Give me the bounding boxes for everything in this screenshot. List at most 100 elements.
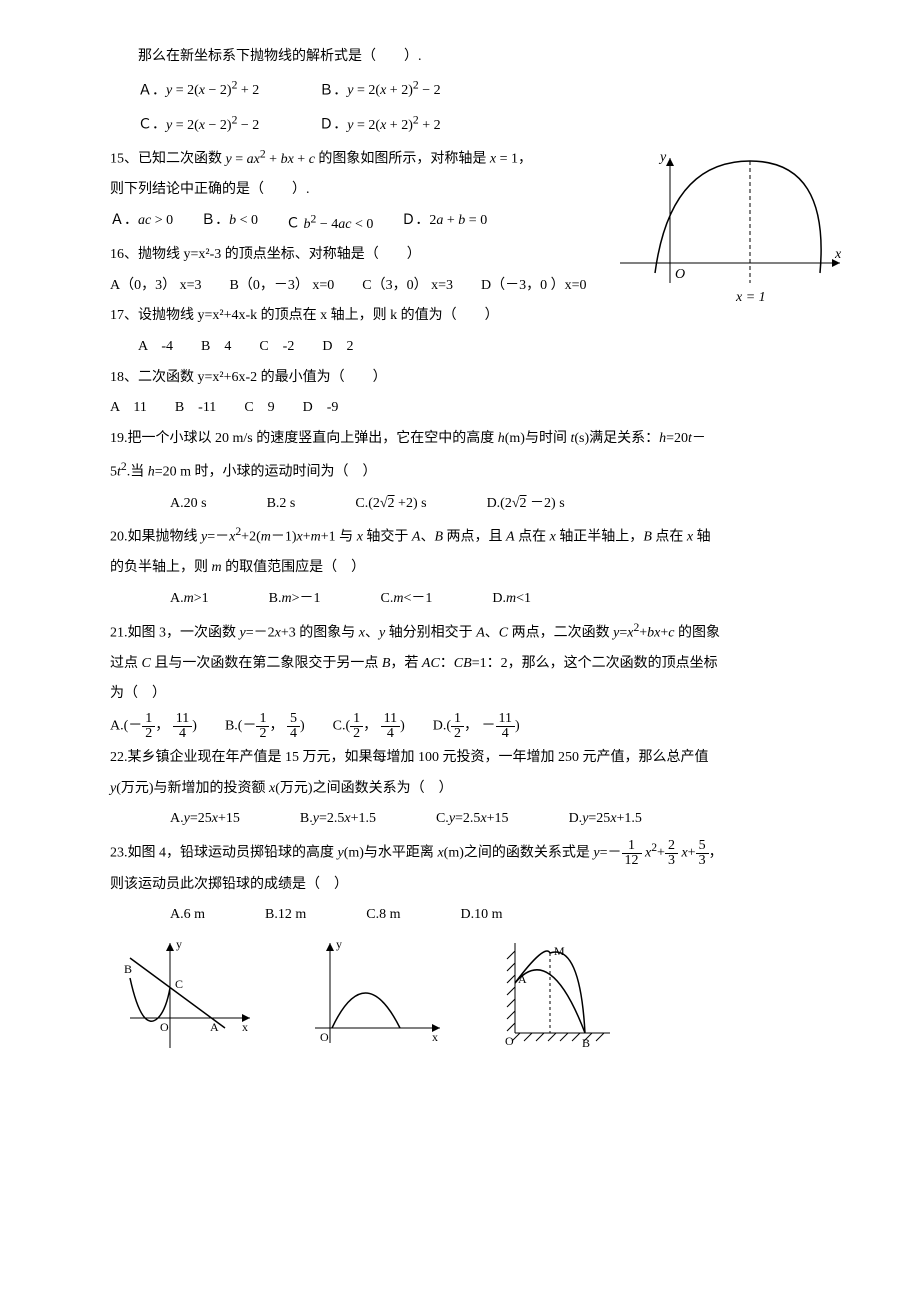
t: =2.5 [455, 811, 480, 826]
f1-a: A [210, 1020, 219, 1034]
t: C.(2 [355, 496, 380, 511]
t: B. [269, 591, 282, 606]
q19-l2: 5t2.当 h=20 m 时，小球的运动时间为（ ） [110, 456, 830, 486]
q18-d: D -9 [303, 395, 339, 422]
q16-b: B（0，－3） x=0 [230, 273, 335, 300]
q15-d: Ｄ． [401, 213, 429, 228]
label-d: Ｄ． [319, 118, 347, 133]
q22-d: D.y=25x+1.5 [569, 806, 642, 833]
t: (s)满足关系： [574, 431, 659, 446]
q15-suffix: ， [518, 152, 532, 167]
f2-y: y [336, 937, 342, 951]
q14-opt-d: Ｄ．y = 2(x + 2)2 + 2 [319, 109, 440, 139]
t: ： [440, 656, 454, 671]
t: ) [300, 719, 305, 734]
q20-c: C.m<－1 [381, 586, 433, 613]
f1-y: y [176, 937, 182, 951]
q19-d: D.(2√2 －2) s [487, 491, 565, 518]
t: B.( [225, 719, 243, 734]
q20-d: D.m<1 [492, 586, 531, 613]
t: C. [381, 591, 394, 606]
q21-c: C.(12， 114) [333, 712, 405, 741]
t: 的图象 [675, 625, 721, 640]
q14-opt-a: Ａ．y = 2(x − 2)2 + 2 [138, 75, 259, 105]
t: 20.如果抛物线 [110, 530, 201, 545]
t: C. [436, 811, 449, 826]
t: 且与一次函数在第二象限交于另一点 [151, 656, 382, 671]
q15-figure: y x O x = 1 [610, 143, 850, 313]
t: 过点 [110, 656, 142, 671]
f1-x: x [242, 1020, 248, 1034]
q23-c: C.8 m [366, 902, 400, 929]
t: +1 与 [321, 530, 357, 545]
t: 轴 [693, 530, 711, 545]
f3-m: M [554, 944, 565, 958]
t: + [688, 846, 696, 861]
q14-prompt: 那么在新坐标系下抛物线的解析式是（ ）. [110, 44, 830, 71]
axis-sym-label: x = 1 [735, 290, 766, 305]
t: 、 [420, 530, 434, 545]
t: +2) s [395, 496, 427, 511]
t: 的负半轴上，则 [110, 560, 212, 575]
q17-options: A -4 B 4 C -2 D 2 [110, 334, 830, 361]
t: =－ [207, 530, 229, 545]
t: =25 [190, 811, 212, 826]
figure-4a: y x O [300, 933, 450, 1053]
q16-d: D（－3，0 ）x=0 [481, 273, 587, 300]
q14-options-2: Ｃ．y = 2(x − 2)2 − 2 Ｄ．y = 2(x + 2)2 + 2 [110, 109, 830, 139]
t: ) [192, 719, 197, 734]
axis-x-label: x [834, 247, 842, 262]
q18-c: C 9 [244, 395, 274, 422]
t: +3 的图象与 [281, 625, 359, 640]
t: (m)与时间 [505, 431, 571, 446]
q22-l1: 22.某乡镇企业现在年产值是 15 万元，如果每增加 100 元投资，一年增加 … [110, 745, 830, 772]
q21-b: B.(－12， 54) [225, 712, 305, 741]
t: =－2 [246, 625, 275, 640]
q14-opt-b: Ｂ．y = 2(x + 2)2 − 2 [319, 75, 440, 105]
t: －1) [271, 530, 297, 545]
origin-label: O [675, 267, 685, 282]
t: A. [170, 811, 184, 826]
t: (万元)与新增加的投资额 [116, 781, 269, 796]
t: ， [464, 719, 478, 734]
f2-x: x [432, 1030, 438, 1044]
q15-opt-c: Ｃ b2 − 4ac < 0 [286, 208, 373, 238]
q18-options: A 11 B -11 C 9 D -9 [110, 395, 830, 422]
q23-l2: 则该运动员此次掷铅球的成绩是（ ） [110, 872, 830, 899]
t: + [303, 530, 311, 545]
q17-d: D 2 [322, 334, 353, 361]
t: =2.5 [319, 811, 344, 826]
figure-3: y x O A B C [110, 933, 260, 1053]
t: 5 [110, 465, 117, 480]
t: +1.5 [617, 811, 642, 826]
t: D.( [433, 719, 451, 734]
t: + [657, 846, 665, 861]
t: 的取值范围应是（ ） [222, 560, 366, 575]
t: <－1 [404, 591, 433, 606]
f3-b: B [582, 1036, 590, 1050]
q23-a: A.6 m [170, 902, 205, 929]
q19-b: B.2 s [267, 491, 296, 518]
q20-b: B.m>－1 [269, 586, 321, 613]
t: －2) s [527, 496, 565, 511]
q19-l1: 19.把一个小球以 20 m/s 的速度竖直向上弹出，它在空中的高度 h(m)与… [110, 426, 830, 453]
q21-l3: 为（ ） [110, 681, 830, 708]
q23-options: A.6 m B.12 m C.8 m D.10 m [110, 902, 830, 929]
bottom-figures: y x O A B C y x O O A B M [110, 933, 830, 1053]
q15-opt-d: Ｄ．2a + b = 0 [401, 208, 487, 238]
t: 点在 [515, 530, 550, 545]
t: .当 [127, 465, 148, 480]
label-c: Ｃ． [138, 118, 166, 133]
t: ， [155, 719, 169, 734]
t: 19.把一个小球以 20 m/s 的速度竖直向上弹出，它在空中的高度 [110, 431, 498, 446]
t: +1.5 [351, 811, 376, 826]
t: 点在 [652, 530, 687, 545]
q22-c: C.y=2.5x+15 [436, 806, 509, 833]
t: =25 [588, 811, 610, 826]
f3-o: O [505, 1034, 514, 1048]
q15-prefix: 15、已知二次函数 [110, 152, 226, 167]
q21-options: A.(－12， 114) B.(－12， 54) C.(12， 114) D.(… [110, 712, 830, 741]
t: ， [709, 846, 723, 861]
t: A. [170, 591, 184, 606]
f1-o: O [160, 1020, 169, 1034]
